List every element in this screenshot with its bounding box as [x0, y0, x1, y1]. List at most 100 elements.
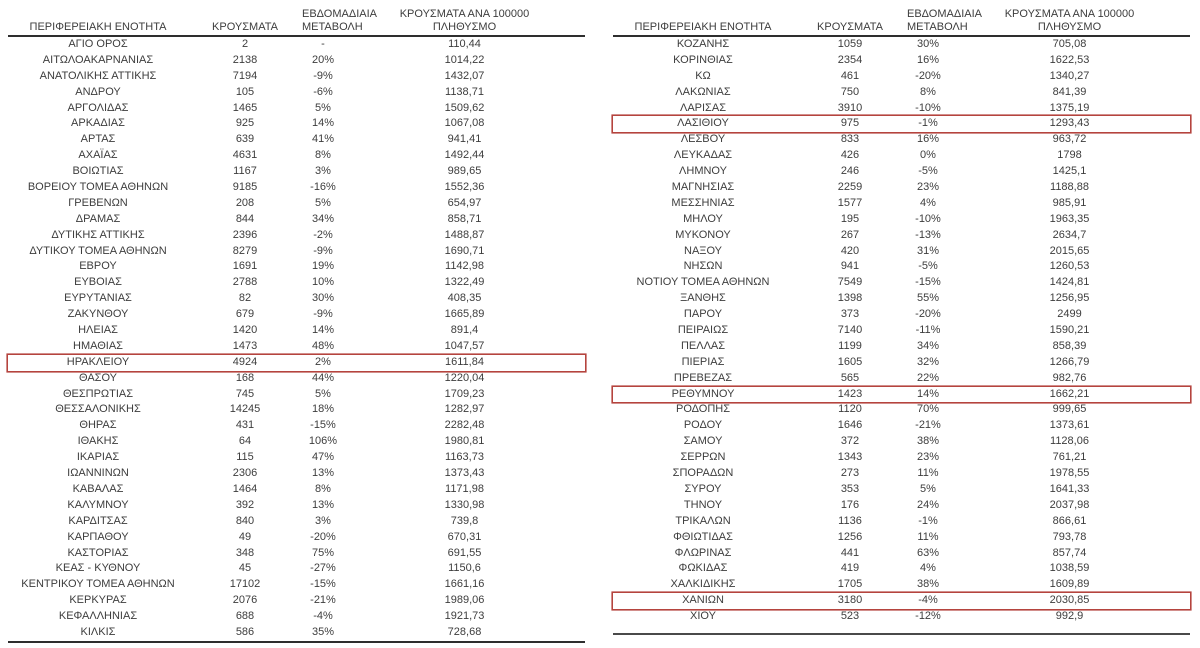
cases-cell: 273: [840, 467, 860, 480]
per-100k-cell: 1014,22: [444, 53, 485, 66]
region-cell: ΑΙΤΩΛΟΑΚΑΡΝΑΝΙΑΣ: [42, 53, 154, 66]
weekly-change-cell: 14%: [311, 324, 335, 337]
weekly-change-cell: 75%: [311, 546, 335, 559]
table-row: ΠΙΕΡΙΑΣ 1605 32% 1266,79: [613, 355, 1190, 371]
weekly-change-cell: -20%: [310, 530, 336, 543]
region-cell: ΘΗΡΑΣ: [79, 419, 117, 432]
cases-cell: 925: [235, 117, 255, 130]
weekly-change-cell: 11%: [917, 467, 939, 480]
per-100k-cell: 1038,59: [1049, 562, 1090, 575]
table-row: ΛΑΡΙΣΑΣ 3910 -10% 1375,19: [613, 101, 1190, 117]
per-100k-cell: 1330,98: [444, 498, 485, 511]
table-body: ΑΓΙΟ ΟΡΟΣ 2 - 110,44 ΑΙΤΩΛΟΑΚΑΡΝΑΝΙΑΣ 2138 20%…: [8, 37, 585, 641]
weekly-change-cell: 2%: [315, 355, 331, 368]
table-row: ΠΡΕΒΕΖΑΣ 565 22% 982,76: [613, 371, 1190, 387]
per-100k-cell: 793,78: [1052, 530, 1087, 543]
cases-cell: 426: [840, 149, 860, 162]
per-100k-cell: 857,74: [1052, 546, 1087, 559]
header-region: ΠΕΡΙΦΕΡΕΙΑΚΗ ΕΝΟΤΗΤΑ: [29, 20, 167, 33]
cases-cell: 745: [235, 387, 255, 400]
header-per-100k-line2: ΠΛΗΘΥΣΜΟ: [1037, 20, 1102, 33]
per-100k-cell: 1509,62: [444, 101, 485, 114]
per-100k-cell: 705,08: [1052, 38, 1087, 50]
region-cell: ΡΕΘΥΜΝΟΥ: [671, 387, 735, 400]
table-row: ΝΗΣΩΝ 941 -5% 1260,53: [613, 259, 1190, 275]
table-row: ΣΠΟΡΑΔΩΝ 273 11% 1978,55: [613, 466, 1190, 482]
weekly-change-cell: 48%: [311, 339, 335, 352]
region-cell: ΦΘΙΩΤΙΔΑΣ: [673, 530, 733, 543]
region-cell: ΑΡΓΟΛΙΔΑΣ: [67, 101, 129, 114]
table-row: ΚΕΡΚΥΡΑΣ 2076 -21% 1989,06: [8, 593, 585, 609]
region-cell: ΔΥΤΙΚΗΣ ΑΤΤΙΚΗΣ: [51, 228, 145, 241]
table-row: ΧΙΟΥ 523 -12% 992,9: [613, 609, 1190, 625]
weekly-change-cell: -1%: [918, 514, 938, 527]
table-header-row: ΠΕΡΙΦΕΡΕΙΑΚΗ ΕΝΟΤΗΤΑ ΚΡΟΥΣΜΑΤΑ ΕΒΔΟΜΑΔΙΑ…: [613, 2, 1190, 37]
cases-cell: 1199: [838, 339, 862, 352]
table-row: ΚΕΦΑΛΛΗΝΙΑΣ 688 -4% 1921,73: [8, 609, 585, 625]
cases-cell: 373: [840, 308, 860, 321]
weekly-change-cell: 24%: [916, 498, 940, 511]
region-cell: ΚΑΡΠΑΘΟΥ: [67, 530, 129, 543]
cases-cell: 348: [235, 546, 255, 559]
region-cell: ΘΑΣΟΥ: [78, 371, 118, 384]
weekly-change-cell: 8%: [920, 85, 936, 98]
per-100k-cell: 982,76: [1052, 371, 1087, 384]
table-row: ΛΗΜΝΟΥ 246 -5% 1425,1: [613, 164, 1190, 180]
region-cell: ΚΕΡΚΥΡΑΣ: [69, 594, 127, 607]
cases-cell: 1577: [837, 196, 863, 209]
region-cell: ΑΡΚΑΔΙΑΣ: [71, 117, 125, 130]
table-bottom-spacer: [613, 625, 1190, 633]
cases-cell: 115: [236, 451, 254, 464]
header-per-100k: ΚΡΟΥΣΜΑΤΑ ΑΝΑ 100000 ΠΛΗΘΥΣΜΟ: [949, 8, 1190, 33]
table-row: ΝΑΞΟΥ 420 31% 2015,65: [613, 244, 1190, 260]
header-region: ΠΕΡΙΦΕΡΕΙΑΚΗ ΕΝΟΤΗΤΑ: [634, 20, 772, 33]
table-row: ΚΙΛΚΙΣ 586 35% 728,68: [8, 625, 585, 641]
region-cell: ΙΘΑΚΗΣ: [77, 435, 119, 448]
region-cell: ΒΟΡΕΙΟΥ ΤΟΜΕΑ ΑΘΗΝΩΝ: [27, 181, 169, 194]
cases-cell: 1136: [838, 514, 862, 527]
weekly-change-cell: 13%: [311, 498, 335, 511]
header-per-100k-line1: ΚΡΟΥΣΜΑΤΑ ΑΝΑ 100000: [1004, 8, 1135, 20]
region-cell: ΝΟΤΙΟΥ ΤΟΜΕΑ ΑΘΗΝΩΝ: [636, 276, 770, 289]
per-100k-cell: 739,8: [450, 514, 479, 527]
cases-cell: 1120: [838, 403, 862, 416]
weekly-change-cell: 31%: [916, 244, 940, 257]
per-100k-cell: 1432,07: [444, 69, 485, 82]
weekly-change-cell: -27%: [310, 562, 336, 575]
cases-cell: 1420: [232, 324, 258, 337]
weekly-change-cell: 8%: [315, 482, 331, 495]
weekly-change-cell: 18%: [311, 403, 335, 416]
table-row: ΝΟΤΙΟΥ ΤΟΜΕΑ ΑΘΗΝΩΝ 7549 -15% 1424,81: [613, 275, 1190, 291]
cases-cell: 523: [840, 610, 860, 623]
cases-cell: 1343: [837, 451, 863, 464]
table-body: ΚΟΖΑΝΗΣ 1059 30% 705,08 ΚΟΡΙΝΘΙΑΣ 2354 16% 1622…: [613, 37, 1190, 625]
region-cell: ΠΕΙΡΑΙΩΣ: [677, 324, 729, 337]
per-100k-cell: 941,41: [447, 133, 482, 146]
region-cell: ΚΑΡΔΙΤΣΑΣ: [68, 514, 128, 527]
cases-cell: 168: [235, 371, 255, 384]
cases-cell: 833: [840, 133, 860, 146]
table-row-highlighted: ΛΑΣΙΘΙΟΥ 975 -1% 1293,43: [613, 116, 1190, 132]
region-cell: ΛΑΣΙΘΙΟΥ: [677, 117, 729, 130]
table-row: ΠΕΙΡΑΙΩΣ 7140 -11% 1590,21: [613, 323, 1190, 339]
weekly-change-cell: 23%: [916, 181, 940, 194]
per-100k-cell: 761,21: [1052, 451, 1087, 464]
per-100k-cell: 1373,43: [444, 467, 485, 480]
region-cell: ΙΚΑΡΙΑΣ: [76, 451, 120, 464]
per-100k-cell: 1340,27: [1049, 69, 1090, 82]
table-row: ΤΡΙΚΑΛΩΝ 1136 -1% 866,61: [613, 514, 1190, 530]
table-row: ΚΑΡΠΑΘΟΥ 49 -20% 670,31: [8, 530, 585, 546]
per-100k-cell: 1590,21: [1049, 324, 1090, 337]
per-100k-cell: 2499: [1057, 308, 1082, 321]
cases-cell: 420: [840, 244, 860, 257]
weekly-change-cell: 19%: [311, 260, 335, 273]
cases-cell: 1605: [837, 355, 863, 368]
table-row: ΘΕΣΣΑΛΟΝΙΚΗΣ 14245 18% 1282,97: [8, 402, 585, 418]
region-cell: ΦΩΚΙΔΑΣ: [678, 562, 728, 575]
header-weekly-change: ΕΒΔΟΜΑΔΙΑΙΑ ΜΕΤΑΒΟΛΗ: [302, 8, 377, 33]
cases-cell: 4631: [232, 149, 258, 162]
weekly-change-cell: -21%: [915, 419, 941, 432]
region-cell: ΔΥΤΙΚΟΥ ΤΟΜΕΑ ΑΘΗΝΩΝ: [29, 244, 167, 257]
per-100k-cell: 1256,95: [1049, 292, 1090, 305]
region-cell: ΧΑΝΙΩΝ: [682, 594, 724, 607]
